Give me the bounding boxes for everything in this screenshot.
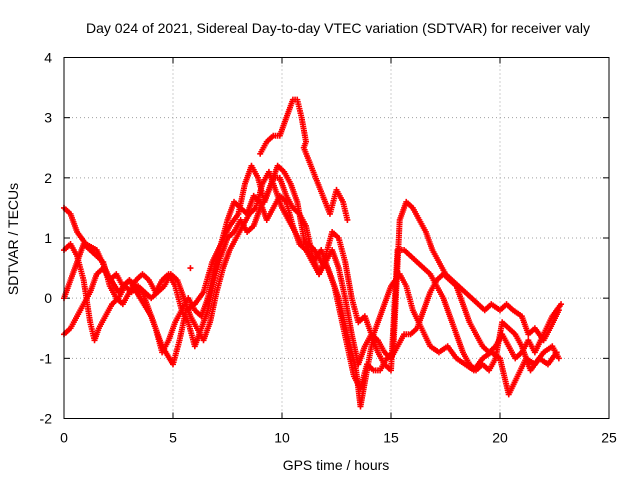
y-tick-label: -1 xyxy=(40,350,53,366)
plot-frame xyxy=(63,57,610,419)
y-tick-label: 4 xyxy=(44,50,52,66)
y-tick-label: 1 xyxy=(44,230,52,246)
data-point xyxy=(558,301,565,308)
x-tick-label: 5 xyxy=(169,430,177,446)
y-axis-label: SDTVAR / TECUs xyxy=(5,183,21,295)
data-point xyxy=(555,355,562,362)
y-tick-label: 2 xyxy=(44,170,52,186)
x-axis-label: GPS time / hours xyxy=(283,457,390,473)
x-tick-label: 20 xyxy=(492,430,508,446)
x-tick-label: 10 xyxy=(274,430,290,446)
series-track-d xyxy=(61,168,562,392)
x-tick-label: 15 xyxy=(383,430,399,446)
data-points xyxy=(61,96,565,410)
x-tick-labels: 0 5 10 15 20 25 xyxy=(60,430,617,446)
x-tick-label: 25 xyxy=(601,430,617,446)
data-point xyxy=(553,349,560,356)
series-track-b xyxy=(61,174,565,368)
data-point xyxy=(344,216,351,223)
y-tick-labels: -2 -1 0 1 2 3 4 xyxy=(40,50,53,427)
x-tick-label: 0 xyxy=(60,430,68,446)
series-track-e xyxy=(187,96,351,272)
data-point xyxy=(187,265,194,272)
data-point xyxy=(555,307,562,314)
y-tick-label: 3 xyxy=(44,110,52,126)
y-tick-label: -2 xyxy=(40,411,53,427)
chart-title: Day 024 of 2021, Sidereal Day-to-day VTE… xyxy=(86,20,590,36)
y-tick-label: 0 xyxy=(44,290,52,306)
